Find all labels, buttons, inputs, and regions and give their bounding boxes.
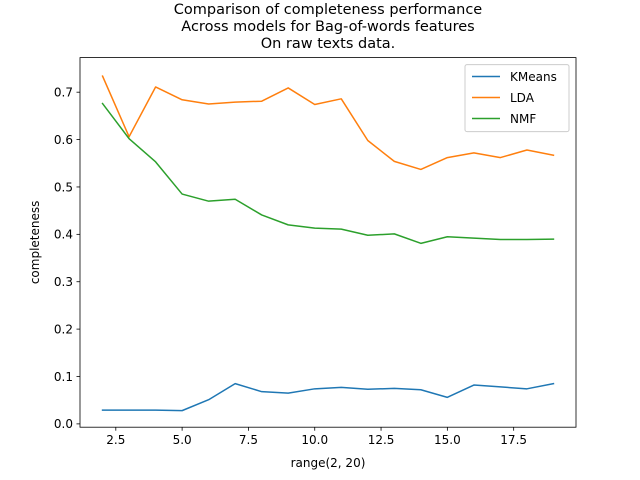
chart-title-line-1: Comparison of completeness performance xyxy=(174,2,483,18)
series-line-nmf xyxy=(101,102,555,245)
legend-label-kmeans: KMeans xyxy=(510,70,557,84)
x-axis-ticks: 2.5 5.0 7.5 10.0 12.5 15.0 17.5 xyxy=(106,427,527,447)
y-tick-label: 0.6 xyxy=(54,133,73,147)
series-layer xyxy=(101,75,555,412)
y-tick-label: 0.5 xyxy=(54,180,73,194)
series-line-lda xyxy=(101,75,555,171)
x-axis-label: range(2, 20) xyxy=(291,456,366,470)
y-tick-label: 0.2 xyxy=(54,322,73,336)
y-tick-label: 0.0 xyxy=(54,417,73,431)
y-axis-ticks: 0.0 0.1 0.2 0.3 0.4 0.5 0.6 0.7 xyxy=(54,85,80,431)
x-tick-label: 5.0 xyxy=(173,433,192,447)
x-tick-label: 12.5 xyxy=(368,433,395,447)
chart-title-line-3: On raw texts data. xyxy=(261,36,396,52)
series-line-kmeans xyxy=(101,382,555,412)
y-tick-label: 0.7 xyxy=(54,85,73,99)
legend-label-lda: LDA xyxy=(510,91,535,105)
legend-box xyxy=(464,64,570,133)
x-tick-label: 15.0 xyxy=(434,433,461,447)
x-tick-label: 2.5 xyxy=(106,433,125,447)
x-tick-label: 7.5 xyxy=(239,433,258,447)
y-axis-label: completeness xyxy=(28,201,42,285)
legend-label-nmf: NMF xyxy=(510,112,536,126)
chart-title-line-2: Across models for Bag-of-words features xyxy=(181,19,474,35)
legend: KMeans LDA NMF xyxy=(464,64,570,133)
x-tick-label: 10.0 xyxy=(301,433,328,447)
y-tick-label: 0.1 xyxy=(54,370,73,384)
y-tick-label: 0.4 xyxy=(54,228,73,242)
y-tick-label: 0.3 xyxy=(54,275,73,289)
plot-frame xyxy=(79,57,577,428)
x-tick-label: 17.5 xyxy=(500,433,527,447)
